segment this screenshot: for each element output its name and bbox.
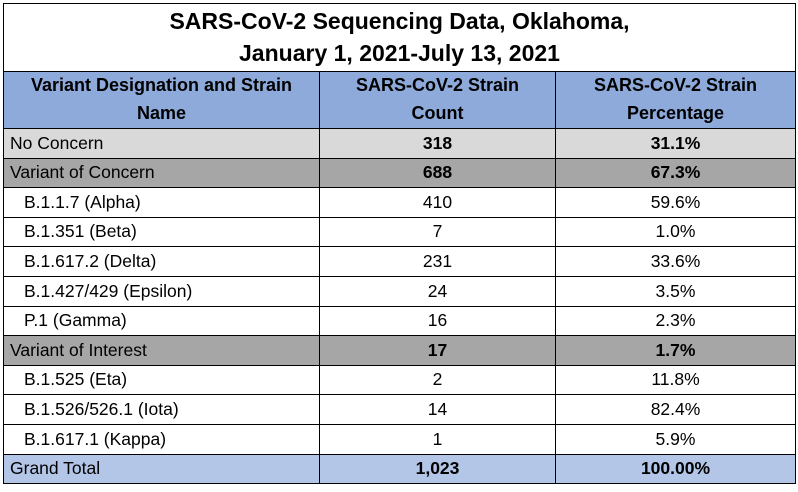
strain-percentage-cell: 82.4% xyxy=(555,394,796,425)
variant-name-cell: B.1.617.1 (Kappa) xyxy=(3,423,320,455)
table-row-iota: B.1.526/526.1 (Iota) 14 82.4% xyxy=(3,394,796,425)
table-row-grand-total: Grand Total 1,023 100.00% xyxy=(3,453,796,485)
table-row-variant-of-interest: Variant of Interest 17 1.7% xyxy=(3,335,796,366)
variant-name-cell: B.1.427/429 (Epsilon) xyxy=(3,275,320,307)
strain-count-cell: 688 xyxy=(319,157,556,189)
table-row-alpha: B.1.1.7 (Alpha) 410 59.6% xyxy=(3,187,796,218)
title-line-1: SARS-CoV-2 Sequencing Data, Oklahoma, xyxy=(169,8,630,35)
strain-count-cell: 14 xyxy=(319,394,556,425)
strain-count-cell: 410 xyxy=(319,187,556,218)
strain-percentage-cell: 33.6% xyxy=(555,246,796,277)
strain-percentage-cell: 100.00% xyxy=(555,453,796,485)
variant-name-cell: No Concern xyxy=(3,128,320,159)
strain-percentage-cell: 59.6% xyxy=(555,187,796,218)
strain-percentage-cell: 3.5% xyxy=(555,275,796,307)
strain-percentage-cell: 67.3% xyxy=(555,157,796,189)
title-row: SARS-CoV-2 Sequencing Data, Oklahoma, Ja… xyxy=(3,3,796,72)
strain-count-cell: 1 xyxy=(319,423,556,455)
variant-name-cell: P.1 (Gamma) xyxy=(3,305,320,337)
header-variant-name-line-2: Name xyxy=(136,103,187,123)
strain-count-cell: 318 xyxy=(319,128,556,159)
variant-name-cell: B.1.525 (Eta) xyxy=(3,364,320,396)
variant-name-cell: B.1.526/526.1 (Iota) xyxy=(3,394,320,425)
strain-percentage-cell: 5.9% xyxy=(555,423,796,455)
strain-percentage-cell: 2.3% xyxy=(555,305,796,337)
header-row: Variant Designation and Strain Name SARS… xyxy=(3,71,796,129)
header-strain-count-line-1: SARS-CoV-2 Strain xyxy=(355,75,520,96)
strain-percentage-cell: 1.7% xyxy=(555,335,796,366)
variant-name-cell: Variant of Interest xyxy=(3,335,320,366)
strain-percentage-cell: 11.8% xyxy=(555,364,796,396)
table-row-gamma: P.1 (Gamma) 16 2.3% xyxy=(3,305,796,337)
variant-name-cell: B.1.351 (Beta) xyxy=(3,216,320,248)
table-row-delta: B.1.617.2 (Delta) 231 33.6% xyxy=(3,246,796,277)
strain-count-cell: 16 xyxy=(319,305,556,337)
strain-count-cell: 1,023 xyxy=(319,453,556,485)
sequencing-table: SARS-CoV-2 Sequencing Data, Oklahoma, Ja… xyxy=(3,3,796,485)
header-strain-percentage-line-2: Percentage xyxy=(626,103,725,123)
strain-count-cell: 2 xyxy=(319,364,556,396)
table-row-kappa: B.1.617.1 (Kappa) 1 5.9% xyxy=(3,423,796,455)
table-title: SARS-CoV-2 Sequencing Data, Oklahoma, Ja… xyxy=(3,3,796,72)
header-strain-percentage-line-1: SARS-CoV-2 Strain xyxy=(593,75,758,96)
strain-count-cell: 24 xyxy=(319,275,556,307)
title-line-2: January 1, 2021-July 13, 2021 xyxy=(239,39,560,66)
table-row-no-concern: No Concern 318 31.1% xyxy=(3,128,796,159)
header-variant-name-line-1: Variant Designation and Strain xyxy=(30,75,293,96)
table-row-variant-of-concern: Variant of Concern 688 67.3% xyxy=(3,157,796,189)
header-strain-percentage: SARS-CoV-2 Strain Percentage xyxy=(555,71,796,129)
strain-percentage-cell: 31.1% xyxy=(555,128,796,159)
sequencing-table-container: SARS-CoV-2 Sequencing Data, Oklahoma, Ja… xyxy=(3,3,796,485)
strain-count-cell: 231 xyxy=(319,246,556,277)
table-row-eta: B.1.525 (Eta) 2 11.8% xyxy=(3,364,796,396)
variant-name-cell: Variant of Concern xyxy=(3,157,320,189)
header-strain-count-line-2: Count xyxy=(411,103,464,123)
header-strain-count: SARS-CoV-2 Strain Count xyxy=(319,71,556,129)
table-row-epsilon: B.1.427/429 (Epsilon) 24 3.5% xyxy=(3,275,796,307)
table-row-beta: B.1.351 (Beta) 7 1.0% xyxy=(3,216,796,248)
variant-name-cell: Grand Total xyxy=(3,453,320,485)
variant-name-cell: B.1.1.7 (Alpha) xyxy=(3,187,320,218)
strain-percentage-cell: 1.0% xyxy=(555,216,796,248)
variant-name-cell: B.1.617.2 (Delta) xyxy=(3,246,320,277)
strain-count-cell: 17 xyxy=(319,335,556,366)
strain-count-cell: 7 xyxy=(319,216,556,248)
header-variant-name: Variant Designation and Strain Name xyxy=(3,71,320,129)
